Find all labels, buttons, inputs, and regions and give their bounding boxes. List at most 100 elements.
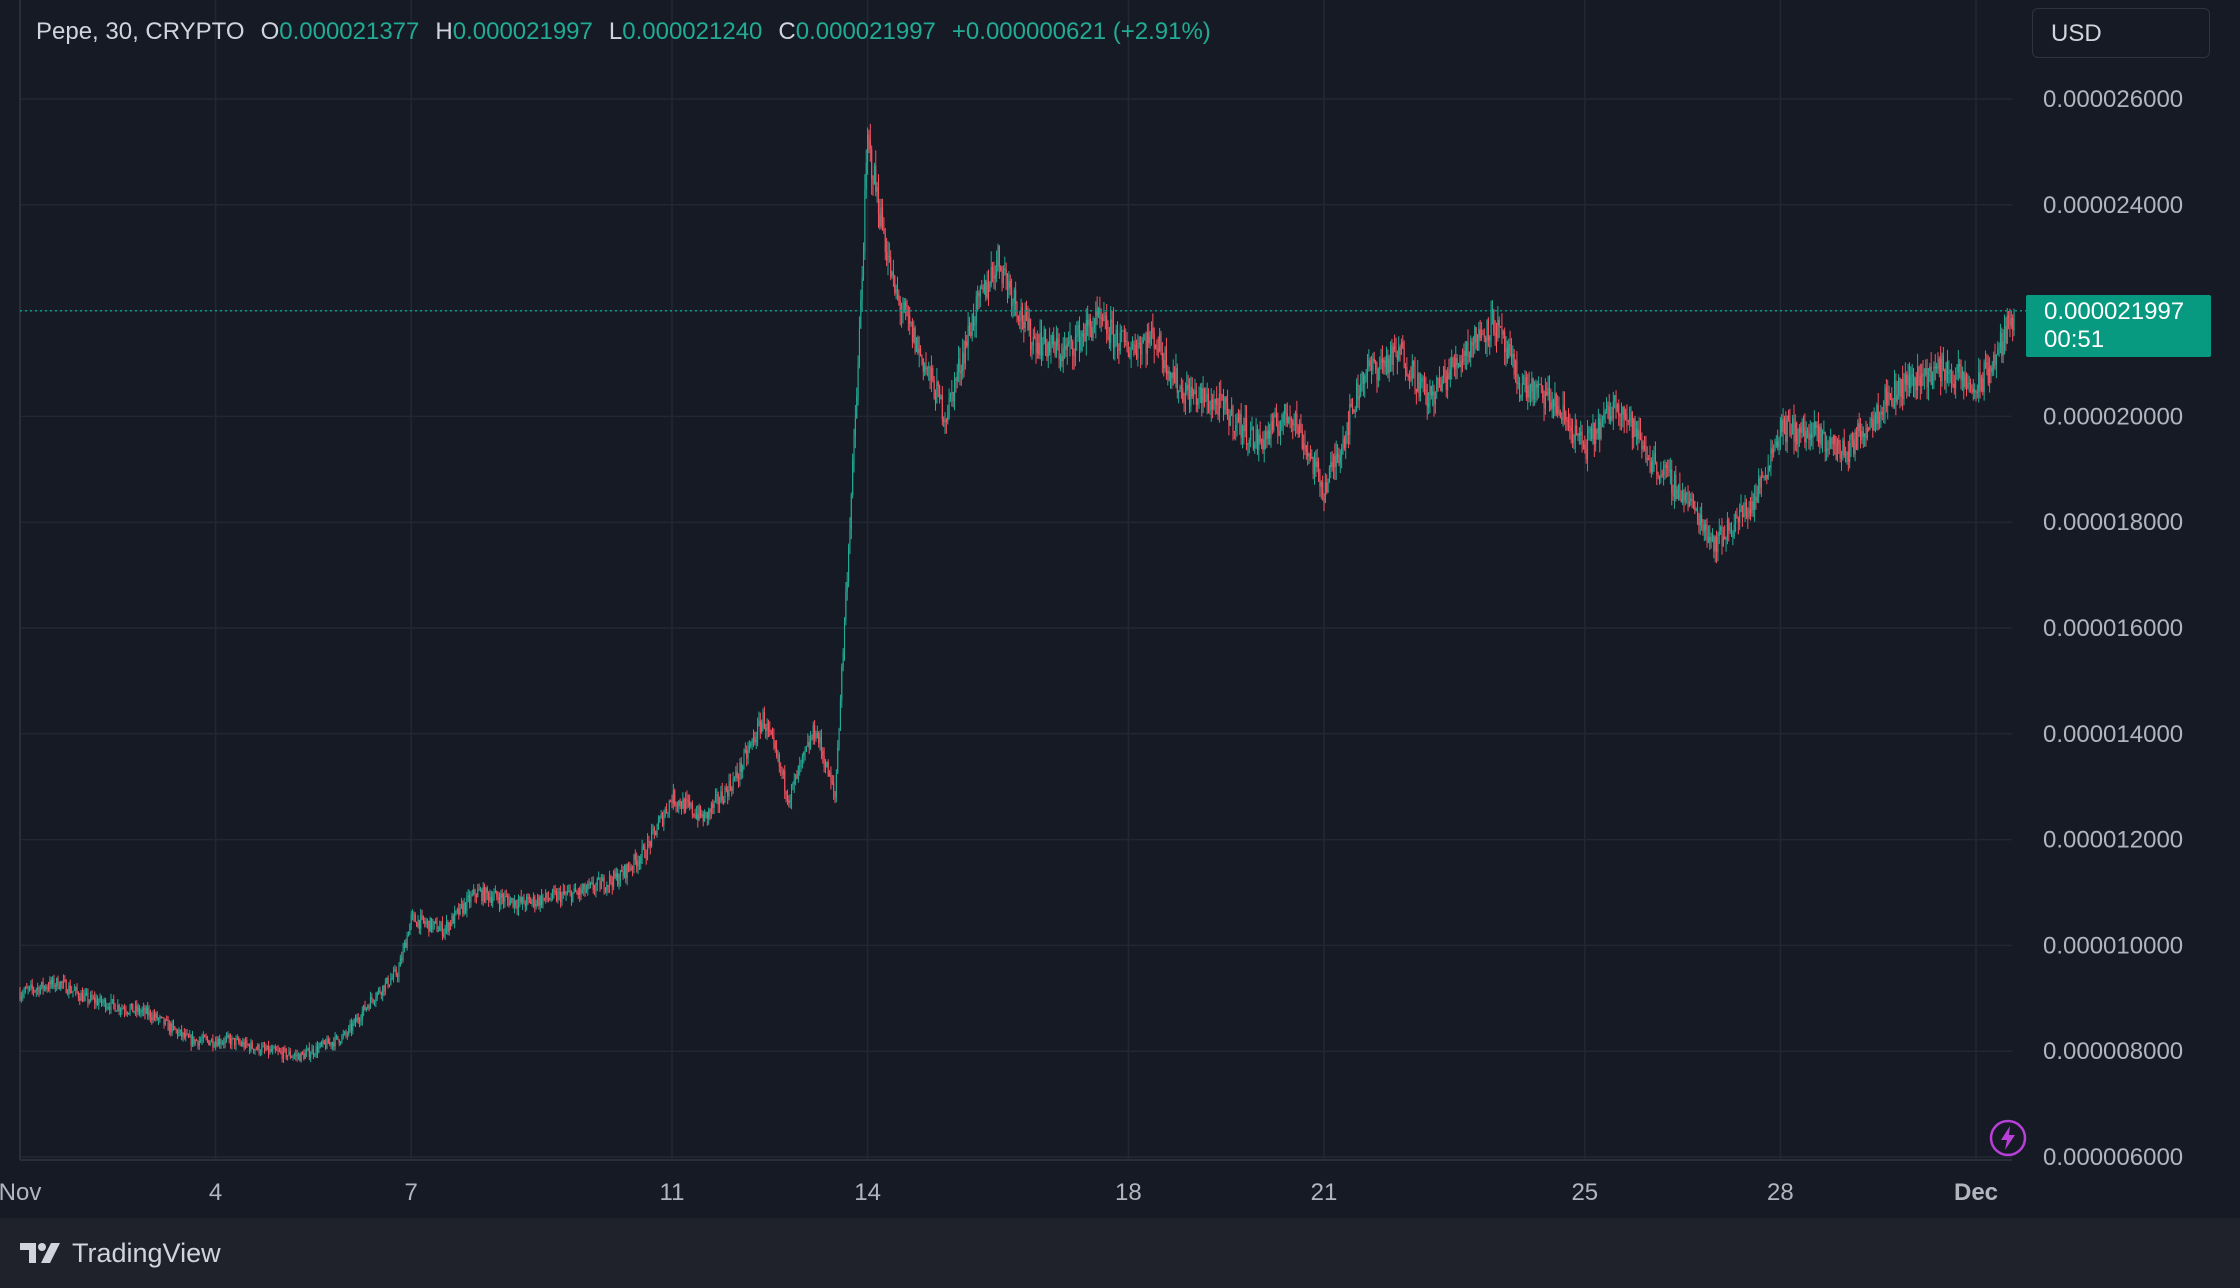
- candle-body: [1472, 342, 1474, 346]
- candle-body: [1042, 342, 1044, 356]
- candle-down: [1072, 339, 1074, 370]
- candle-body: [823, 756, 825, 767]
- price-chart[interactable]: 0.0000260000.0000240000.0000220000.00002…: [0, 0, 2240, 1218]
- candle-down: [1701, 502, 1703, 531]
- candle-down: [1479, 320, 1481, 342]
- candle-up: [1999, 323, 2001, 354]
- candle-body: [458, 908, 460, 915]
- candle-body: [1762, 476, 1764, 478]
- candle-body: [795, 774, 797, 780]
- candle-body: [1887, 392, 1889, 406]
- candle-down: [118, 1003, 120, 1016]
- candle-body: [1335, 453, 1337, 468]
- candle-body: [1514, 360, 1517, 375]
- candle-body: [1438, 378, 1441, 385]
- candle-up: [213, 1041, 215, 1049]
- candle-body: [1356, 383, 1358, 411]
- candle-body: [1097, 308, 1100, 316]
- candle-up: [542, 893, 544, 909]
- candle-down: [1639, 417, 1642, 441]
- candle-body: [1983, 362, 1985, 392]
- candle-body: [147, 1007, 149, 1016]
- candle-down: [603, 874, 605, 895]
- candle-body: [475, 895, 477, 897]
- candle-body: [1862, 431, 1864, 437]
- candle-up: [623, 864, 626, 879]
- candle-body: [1859, 430, 1862, 441]
- candle-body: [531, 901, 533, 904]
- candle-body: [210, 1039, 213, 1043]
- candle-up: [1288, 416, 1290, 425]
- candle-down: [1483, 328, 1485, 343]
- candle-down: [575, 883, 577, 893]
- candle-up: [473, 884, 475, 896]
- candle-up: [641, 839, 643, 864]
- candle-body: [1800, 427, 1802, 433]
- candle-down: [1232, 404, 1234, 441]
- candle-down: [1347, 410, 1349, 449]
- candle-up: [1095, 301, 1097, 339]
- candle-down: [1440, 376, 1442, 392]
- candle-body: [1858, 423, 1860, 431]
- candle-down: [617, 868, 619, 887]
- candle-up: [1197, 398, 1199, 413]
- candle-body: [880, 207, 882, 227]
- candle-body: [1706, 530, 1708, 543]
- candle-body: [543, 897, 545, 899]
- candle-body: [765, 728, 767, 732]
- candle-up: [471, 889, 473, 897]
- candle-down: [932, 365, 934, 383]
- candle-up: [1130, 341, 1132, 369]
- candle-down: [216, 1036, 218, 1048]
- currency-selector[interactable]: USD: [2032, 8, 2210, 58]
- candle-body: [178, 1031, 180, 1036]
- candle-down: [917, 335, 919, 355]
- candle-up: [509, 896, 511, 906]
- candle-down: [1381, 345, 1383, 374]
- candle-up: [133, 1010, 135, 1014]
- candle-up: [803, 751, 805, 764]
- candle-body: [1489, 336, 1491, 341]
- candle-down: [1318, 457, 1320, 482]
- candle-down: [1058, 333, 1060, 369]
- candle-body: [38, 987, 40, 994]
- candle-body: [469, 895, 471, 903]
- candle-up: [583, 883, 585, 896]
- candle-up: [860, 289, 862, 329]
- candle-up: [1442, 366, 1445, 384]
- lightning-icon[interactable]: [1988, 1118, 2028, 1158]
- candle-body: [1419, 381, 1421, 397]
- candle-down: [19, 987, 21, 1002]
- candle-up: [288, 1046, 290, 1056]
- candle-body: [1536, 384, 1538, 388]
- candle-up: [227, 1031, 229, 1039]
- candle-body: [1311, 456, 1313, 459]
- candle-down: [1123, 325, 1125, 349]
- candle-up: [1925, 359, 1927, 377]
- candle-down: [1687, 485, 1689, 512]
- candle-up: [1748, 501, 1750, 520]
- candle-body: [1548, 387, 1551, 403]
- symbol-label[interactable]: Pepe, 30, CRYPTO: [36, 18, 245, 45]
- candle-body: [1513, 353, 1515, 375]
- candle-up: [1604, 408, 1606, 424]
- candle-down: [709, 808, 711, 821]
- candle-body: [1020, 306, 1022, 321]
- chart-area[interactable]: 0.0000260000.0000240000.0000220000.00002…: [0, 0, 2240, 1218]
- candle-body: [1942, 355, 1944, 370]
- candle-body: [57, 978, 59, 989]
- candle-down: [1180, 377, 1182, 399]
- candle-body: [1463, 351, 1465, 362]
- candle-up: [668, 799, 670, 818]
- candle-down: [731, 786, 733, 797]
- candle-up: [728, 773, 730, 801]
- candle-down: [357, 1013, 359, 1024]
- candle-up: [1880, 405, 1882, 429]
- candle-body: [1184, 391, 1186, 404]
- candle-up: [1866, 423, 1868, 441]
- tradingview-logo[interactable]: TradingView: [20, 1236, 221, 1270]
- candle-body: [1385, 355, 1388, 367]
- candle-up: [346, 1031, 348, 1040]
- candle-body: [1957, 364, 1959, 373]
- candle-body: [1414, 365, 1416, 390]
